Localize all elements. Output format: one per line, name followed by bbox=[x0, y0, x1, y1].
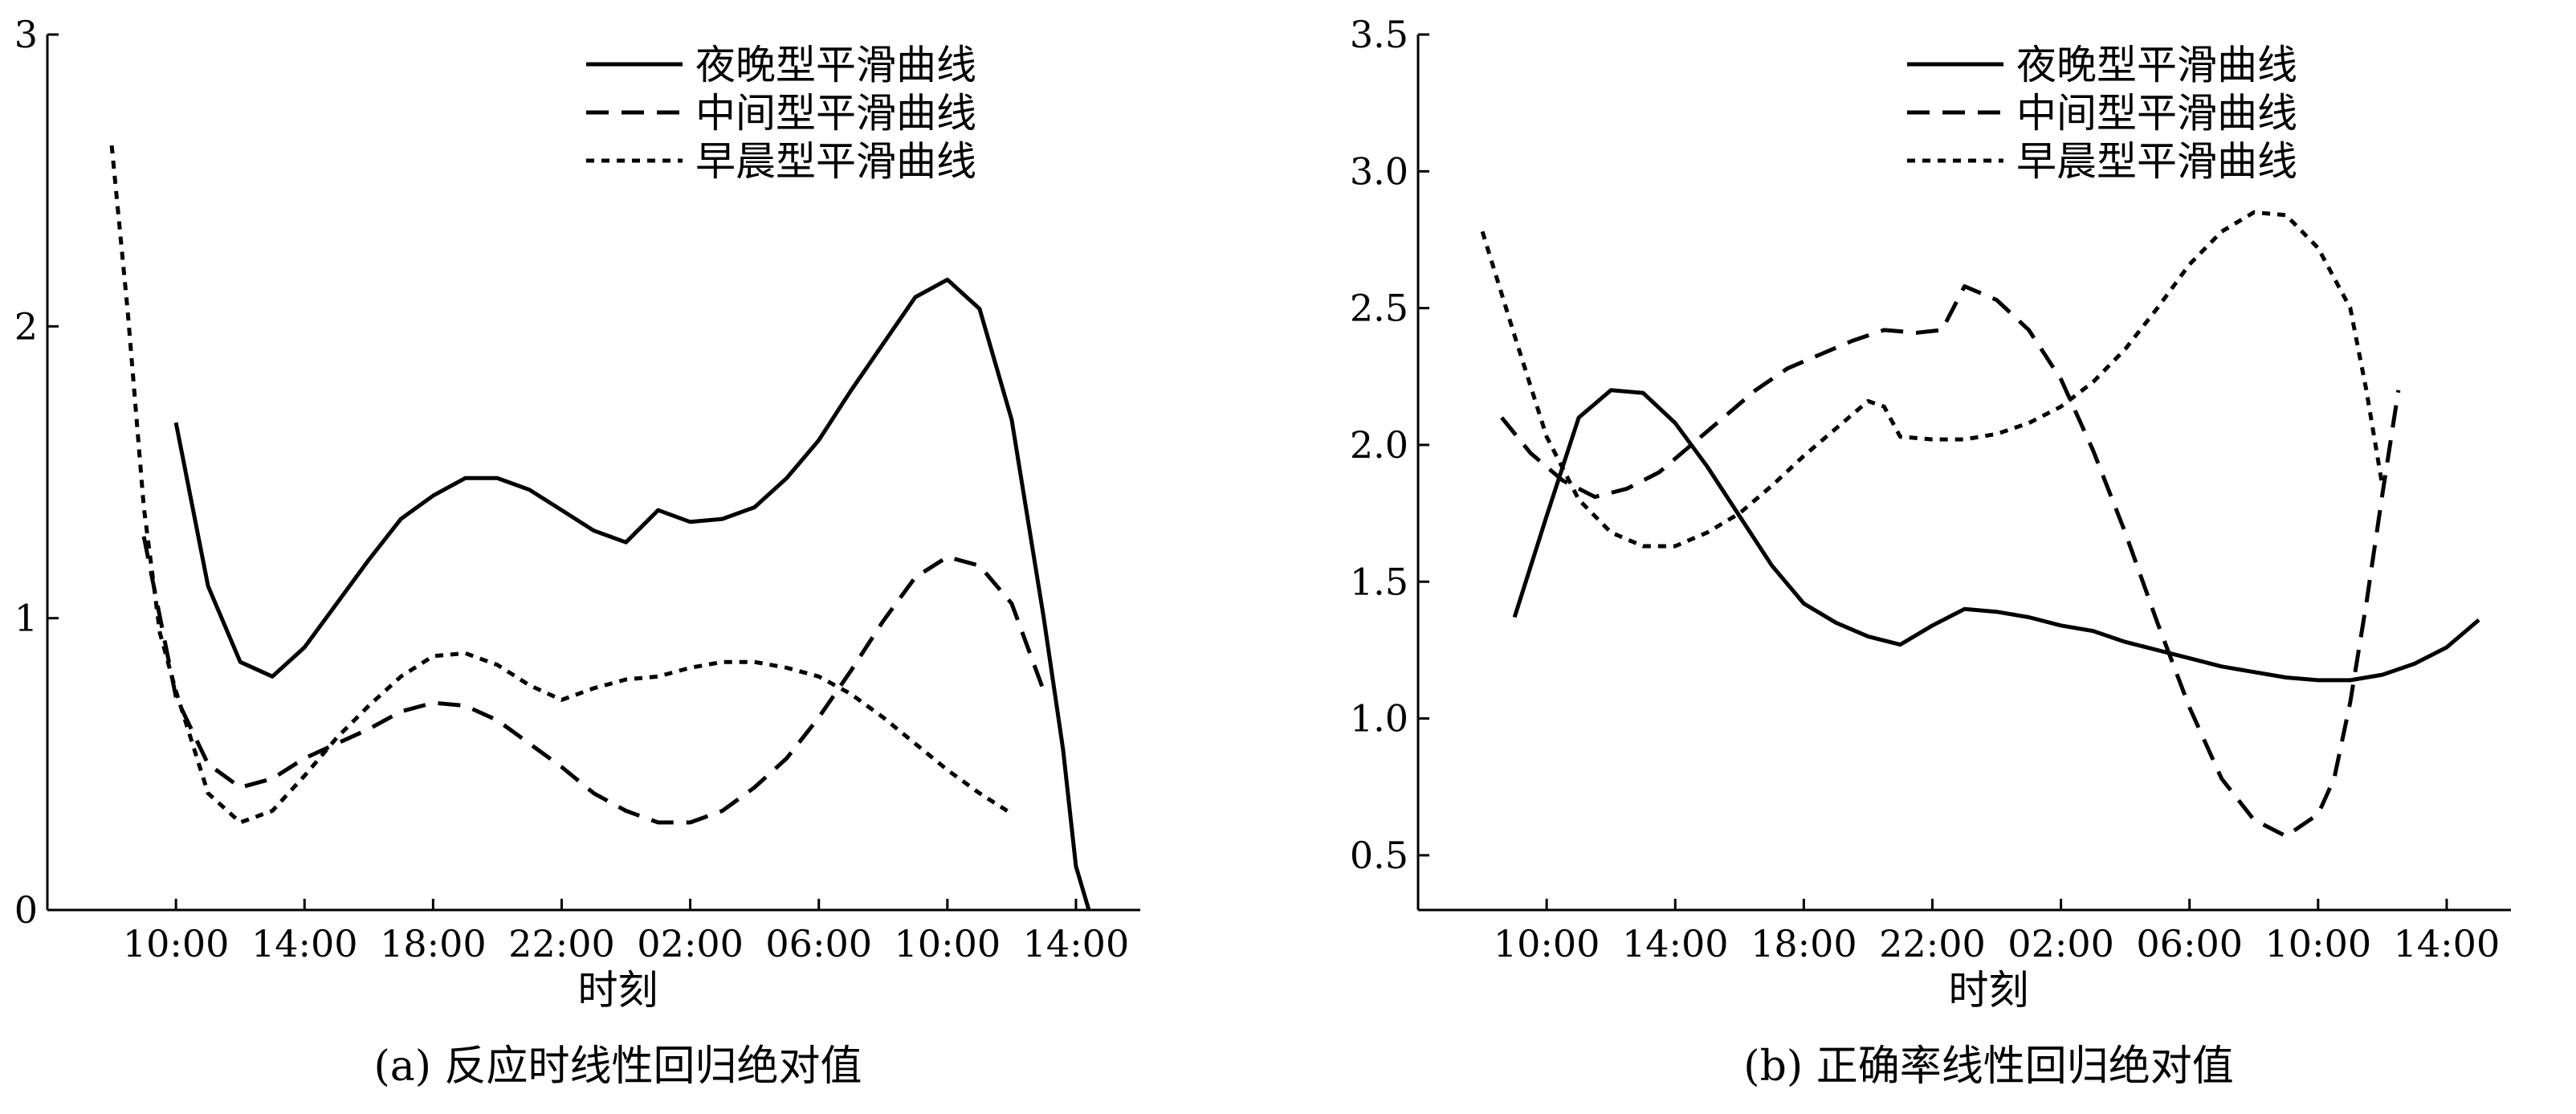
legend-label: 夜晚型平滑曲线 bbox=[2016, 42, 2297, 88]
y-tick-label: 1 bbox=[14, 597, 38, 640]
legend-label: 中间型平滑曲线 bbox=[2016, 90, 2297, 137]
legend-label: 早晨型平滑曲线 bbox=[695, 138, 976, 185]
chart-caption: (b) 正确率线性回归绝对值 bbox=[1743, 1043, 2233, 1091]
x-tick-label: 10:00 bbox=[1494, 922, 1600, 965]
y-tick-label: 0 bbox=[14, 888, 38, 932]
x-tick-label: 02:00 bbox=[637, 922, 744, 965]
x-tick-label: 22:00 bbox=[508, 922, 615, 965]
chart-panel-a: 0 1 2 3 10:00 14:00 18:00 22:00 02:00 06:00 10:00 1… bbox=[14, 13, 1140, 1091]
y-tick-label: 1.0 bbox=[1350, 697, 1408, 741]
y-tick-label: 3.0 bbox=[1350, 149, 1408, 193]
series-line-dashed bbox=[1500, 284, 2401, 839]
x-tick-label: 18:00 bbox=[1751, 922, 1857, 965]
series-line-solid bbox=[1512, 388, 2480, 683]
x-axis-title: 时刻 bbox=[1949, 967, 2029, 1014]
legend-label: 夜晚型平滑曲线 bbox=[695, 42, 976, 88]
chart-caption: (a) 反应时线性回归绝对值 bbox=[373, 1043, 862, 1091]
y-tick-label: 2.5 bbox=[1350, 287, 1408, 330]
legend-label: 中间型平滑曲线 bbox=[695, 90, 976, 137]
x-tick-label: 10:00 bbox=[2265, 922, 2372, 965]
x-tick-label: 14:00 bbox=[1622, 922, 1729, 965]
x-tick-label: 18:00 bbox=[380, 922, 487, 965]
x-tick-label: 10:00 bbox=[123, 922, 230, 965]
x-tick-label: 06:00 bbox=[765, 922, 872, 965]
x-tick-label: 06:00 bbox=[2136, 922, 2243, 965]
x-tick-label: 14:00 bbox=[1023, 922, 1130, 965]
y-tick-label: 3 bbox=[14, 13, 38, 56]
y-tick-label: 2.0 bbox=[1350, 423, 1408, 467]
x-axis-title: 时刻 bbox=[578, 967, 658, 1014]
x-tick-label: 14:00 bbox=[251, 922, 358, 965]
x-tick-label: 10:00 bbox=[895, 922, 1001, 965]
series-line-solid bbox=[173, 277, 1091, 911]
y-tick-label: 3.5 bbox=[1350, 13, 1408, 56]
x-tick-label: 14:00 bbox=[2394, 922, 2501, 965]
y-tick-label: 1.5 bbox=[1350, 560, 1408, 603]
series-line-dotted bbox=[109, 145, 1013, 825]
chart-panel-b: 0.5 1.0 1.5 2.0 2.5 3.0 3.5 10:00 14:00 18:00 22:0… bbox=[1350, 13, 2511, 1091]
x-tick-label: 02:00 bbox=[2007, 922, 2114, 965]
x-tick-label: 22:00 bbox=[1879, 922, 1986, 965]
y-tick-label: 2 bbox=[14, 304, 38, 348]
legend-label: 早晨型平滑曲线 bbox=[2016, 138, 2297, 185]
series-line-dotted bbox=[1480, 210, 2385, 549]
series-line-dashed bbox=[141, 536, 1046, 825]
y-tick-label: 0.5 bbox=[1350, 834, 1408, 877]
